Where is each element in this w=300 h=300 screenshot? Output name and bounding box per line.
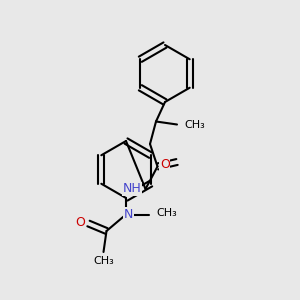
Text: CH₃: CH₃ bbox=[93, 256, 114, 266]
Text: CH₃: CH₃ bbox=[156, 208, 177, 218]
Text: O: O bbox=[160, 158, 170, 172]
Text: N: N bbox=[124, 208, 133, 221]
Text: O: O bbox=[76, 215, 85, 229]
Text: NH: NH bbox=[123, 182, 142, 196]
Text: CH₃: CH₃ bbox=[184, 119, 205, 130]
